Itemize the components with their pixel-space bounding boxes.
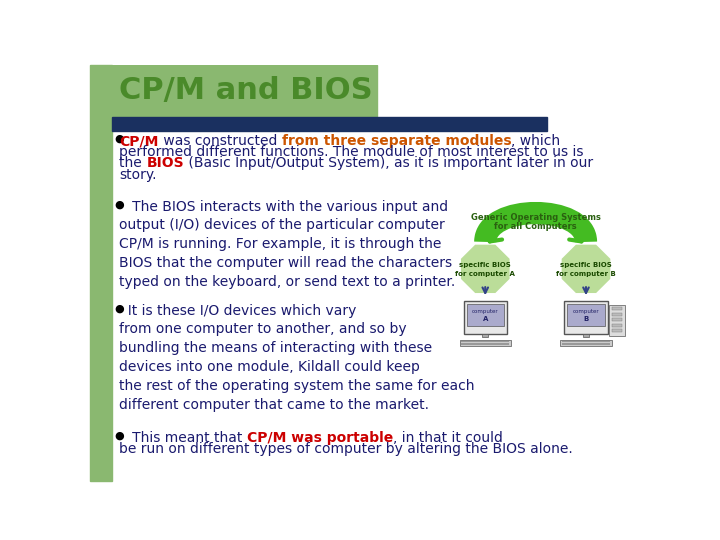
- Text: B: B: [583, 316, 589, 322]
- Text: was constructed: was constructed: [159, 134, 282, 148]
- Text: computer: computer: [472, 309, 498, 314]
- Bar: [464, 301, 507, 334]
- Text: It is these I/O devices which vary
from one computer to another, and so by
bundl: It is these I/O devices which vary from …: [120, 303, 475, 412]
- Text: ●: ●: [114, 200, 125, 210]
- Text: for computer B: for computer B: [556, 271, 616, 277]
- Text: ●: ●: [114, 430, 125, 441]
- Bar: [90, 65, 377, 117]
- Bar: [611, 323, 622, 327]
- Text: specific BIOS: specific BIOS: [560, 262, 612, 268]
- Text: computer: computer: [572, 309, 599, 314]
- Bar: [560, 340, 611, 346]
- Bar: [583, 334, 589, 338]
- Text: BIOS: BIOS: [147, 157, 184, 171]
- Text: A: A: [482, 316, 488, 322]
- Text: (Basic Input/Output System), as it is important later in our: (Basic Input/Output System), as it is im…: [184, 157, 593, 171]
- Text: CP/M: CP/M: [120, 134, 159, 148]
- Bar: [562, 341, 610, 342]
- Bar: [611, 329, 622, 332]
- Polygon shape: [461, 245, 510, 293]
- Bar: [90, 65, 112, 481]
- Bar: [611, 313, 622, 316]
- Text: for all Computers: for all Computers: [495, 222, 577, 231]
- Bar: [482, 334, 488, 338]
- Bar: [567, 304, 605, 326]
- Text: The BIOS interacts with the various input and
output (I/O) devices of the partic: The BIOS interacts with the various inpu…: [120, 200, 456, 289]
- Bar: [462, 341, 509, 342]
- Text: , in that it could: , in that it could: [393, 430, 503, 444]
- Text: be run on different types of computer by altering the BIOS alone.: be run on different types of computer by…: [120, 442, 573, 456]
- Text: ●: ●: [114, 303, 125, 314]
- Text: from three separate modules: from three separate modules: [282, 134, 511, 148]
- Bar: [112, 117, 547, 131]
- Text: story.: story.: [120, 167, 157, 181]
- Bar: [611, 318, 622, 321]
- Bar: [611, 307, 622, 310]
- Polygon shape: [562, 245, 611, 293]
- Bar: [609, 305, 625, 336]
- Text: specific BIOS: specific BIOS: [459, 262, 511, 268]
- Text: , which: , which: [511, 134, 560, 148]
- Text: for computer A: for computer A: [455, 271, 516, 277]
- Text: CP/M and BIOS: CP/M and BIOS: [120, 77, 373, 105]
- Text: the: the: [120, 157, 147, 171]
- Text: Generic Operating Systems: Generic Operating Systems: [471, 213, 600, 222]
- Bar: [459, 340, 510, 346]
- Text: CP/M was portable: CP/M was portable: [247, 430, 393, 444]
- Text: performed different functions. The module of most interest to us is: performed different functions. The modul…: [120, 145, 584, 159]
- Bar: [564, 301, 608, 334]
- Text: ●: ●: [114, 134, 125, 144]
- Bar: [467, 304, 504, 326]
- Text: This meant that: This meant that: [120, 430, 247, 444]
